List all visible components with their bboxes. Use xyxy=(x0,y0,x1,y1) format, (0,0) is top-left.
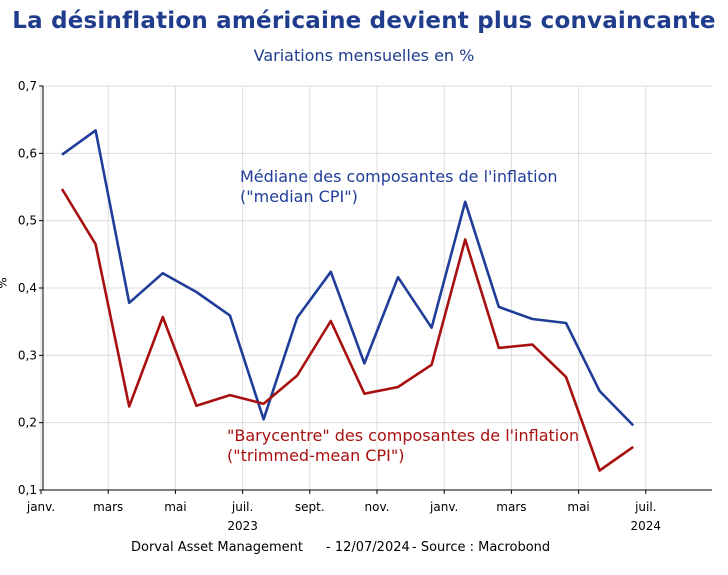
trimmed-mean-cpi-line xyxy=(60,188,634,472)
x-tick-label: nov. xyxy=(365,500,390,514)
chart-title: La désinflation américaine devient plus … xyxy=(12,8,716,34)
median-cpi-label: Médiane des composantes de l'inflation xyxy=(240,167,558,186)
x-tick-label: janv. xyxy=(26,500,55,514)
median-cpi-label-sub: ("median CPI") xyxy=(240,187,358,206)
trimmed-mean-cpi-label: "Barycentre" des composantes de l'inflat… xyxy=(227,426,579,445)
x-tick-label: juil. xyxy=(231,500,253,514)
y-tick-label: 0,6 xyxy=(18,146,37,160)
x-tick-label: mai xyxy=(164,500,186,514)
x-tick-label: mars xyxy=(496,500,526,514)
y-tick-label: 0,2 xyxy=(18,416,37,430)
trimmed-mean-cpi-label-sub: ("trimmed-mean CPI") xyxy=(227,446,404,465)
x-year-label: 2024 xyxy=(631,519,662,530)
x-tick-label: janv. xyxy=(429,500,458,514)
y-tick-label: 0,4 xyxy=(18,281,37,295)
x-tick-label: juil. xyxy=(634,500,656,514)
footer-date: - 12/07/2024 xyxy=(326,540,410,555)
chart-subtitle: Variations mensuelles en % xyxy=(253,46,475,65)
median-cpi-line xyxy=(61,129,635,427)
y-tick-label: 0,7 xyxy=(18,79,37,93)
footer-source: - Source : Macrobond xyxy=(412,540,551,555)
y-tick-label: 0,3 xyxy=(18,348,37,362)
axes: 0,1 0,2 0,3 0,4 0,5 0,6 0,7 janv. mars mai juil. se… xyxy=(18,79,712,530)
x-tick-label: mars xyxy=(93,500,123,514)
y-tick-label: 0,5 xyxy=(18,214,37,228)
line-chart: 0,1 0,2 0,3 0,4 0,5 0,6 0,7 janv. mars mai juil. se… xyxy=(18,79,712,530)
footer-owner: Dorval Asset Management xyxy=(131,540,304,555)
series-lines xyxy=(60,129,635,472)
x-tick-label: sept. xyxy=(295,500,325,514)
y-tick-label: 0,1 xyxy=(18,483,37,497)
x-tick-label: mai xyxy=(567,500,589,514)
series-labels: Médiane des composantes de l'inflation("… xyxy=(227,167,579,465)
x-year-label: 2023 xyxy=(227,519,258,530)
